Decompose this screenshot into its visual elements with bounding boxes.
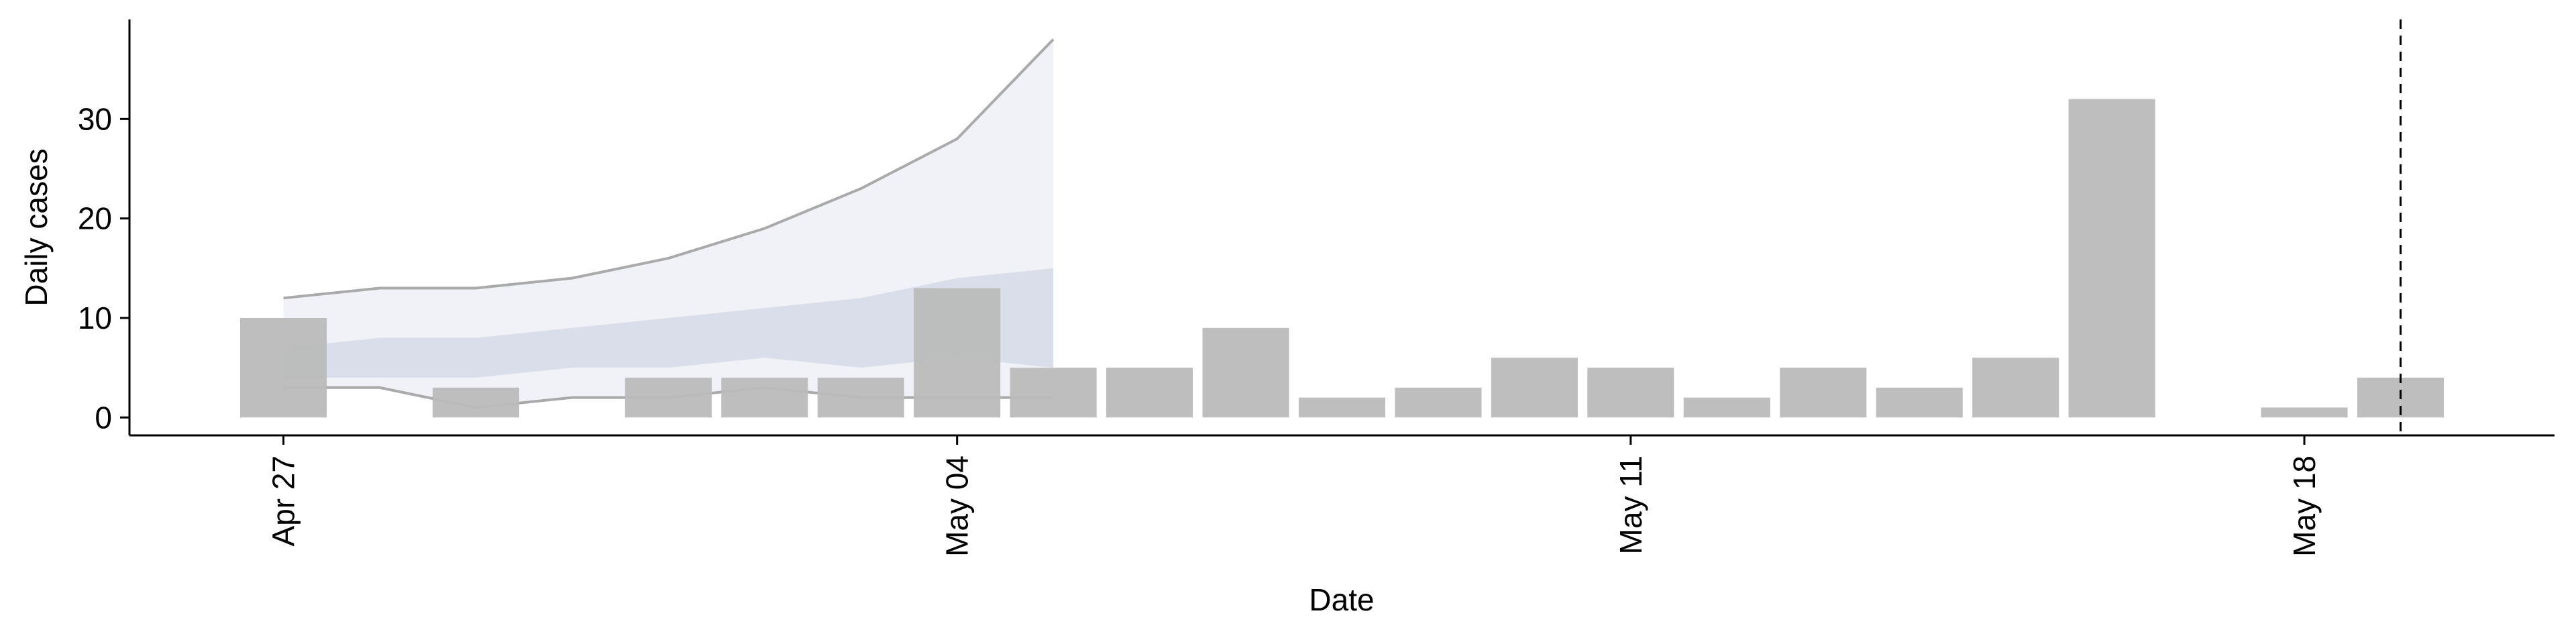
bar — [2261, 407, 2348, 418]
bar — [1010, 368, 1097, 418]
bar — [1298, 397, 1386, 418]
y-tick-label: 0 — [95, 400, 112, 435]
x-tick-label: May 11 — [1613, 455, 1648, 554]
bar — [1780, 368, 1867, 418]
x-tick-label: May 04 — [940, 455, 975, 557]
x-tick-label: May 18 — [2287, 455, 2322, 557]
bar — [1972, 358, 2059, 418]
bar — [432, 387, 519, 418]
bar — [1587, 368, 1674, 418]
bar — [817, 377, 904, 418]
y-tick-label: 10 — [78, 301, 112, 335]
bar — [1683, 397, 1770, 418]
bar — [239, 317, 327, 418]
bar — [2068, 99, 2155, 418]
forecast-edge — [283, 38, 1055, 300]
x-tick-label: Apr 27 — [266, 455, 301, 547]
y-tick-label: 30 — [78, 101, 112, 136]
bar — [1106, 368, 1193, 418]
bar — [1395, 387, 1482, 418]
bar — [721, 377, 808, 418]
bar — [1491, 358, 1578, 418]
bar — [1876, 387, 1963, 418]
x-axis-label: Date — [1309, 582, 1374, 617]
forecast-band — [283, 268, 1054, 378]
y-axis-label: Daily cases — [19, 148, 54, 306]
y-tick-label: 20 — [78, 201, 112, 236]
bar — [1202, 327, 1289, 418]
bar — [625, 377, 712, 418]
bar — [914, 288, 1001, 418]
